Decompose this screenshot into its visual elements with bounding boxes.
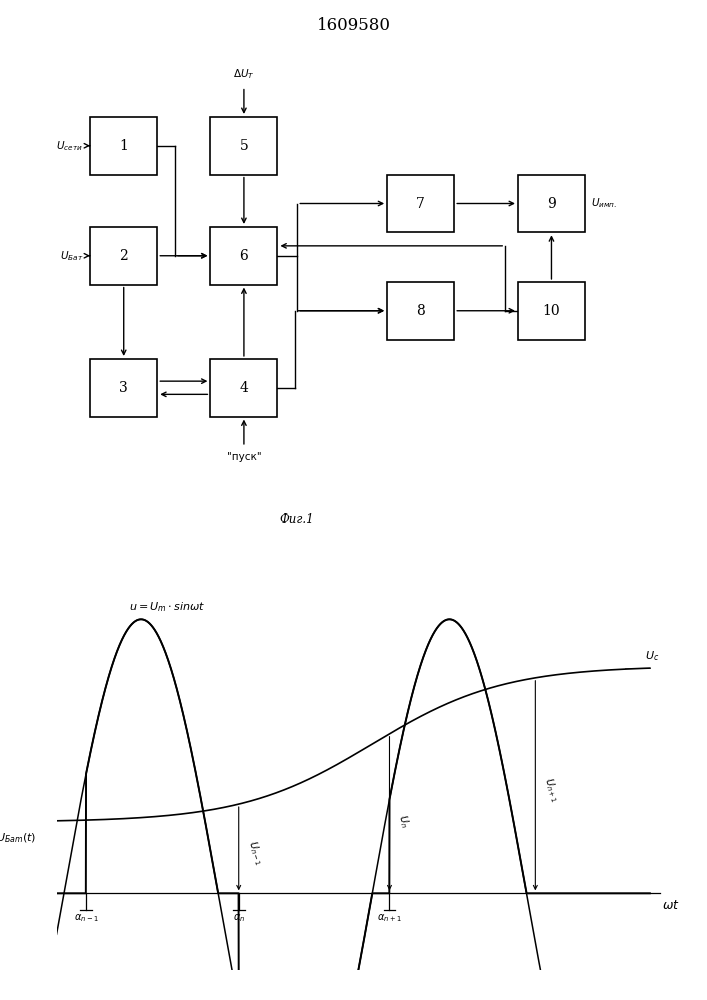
Text: 6: 6 [240, 249, 248, 263]
Text: 1609580: 1609580 [317, 16, 390, 33]
Text: 1: 1 [119, 139, 128, 153]
Text: 3: 3 [119, 381, 128, 395]
Text: $U_{n-1}$: $U_{n-1}$ [245, 839, 266, 867]
Text: $\alpha_n$: $\alpha_n$ [233, 912, 245, 924]
Bar [518, 282, 585, 340]
Text: $U_{имп.}$: $U_{имп.}$ [591, 197, 617, 210]
Text: $U_{сети}$: $U_{сети}$ [57, 139, 83, 153]
Text: "пуск": "пуск" [227, 452, 261, 462]
Bar [211, 117, 277, 175]
Text: Фиг.1: Фиг.1 [280, 513, 314, 526]
Text: $U_c$: $U_c$ [645, 649, 659, 663]
Bar [211, 359, 277, 417]
Text: $u = U_m \cdot sin\omega t$: $u = U_m \cdot sin\omega t$ [129, 600, 205, 614]
Text: 8: 8 [416, 304, 425, 318]
Text: 10: 10 [543, 304, 560, 318]
Text: 5: 5 [240, 139, 248, 153]
Text: 7: 7 [416, 196, 425, 211]
Text: $\alpha_{n-1}$: $\alpha_{n-1}$ [74, 912, 98, 924]
Text: $\omega t$: $\omega t$ [662, 899, 680, 912]
Bar [90, 117, 157, 175]
Text: $\Delta U_T$: $\Delta U_T$ [233, 67, 255, 81]
Text: 2: 2 [119, 249, 128, 263]
Text: $U_{n+1}$: $U_{n+1}$ [542, 776, 562, 804]
Text: $U_{Бaт}$: $U_{Бaт}$ [59, 249, 83, 263]
Text: 9: 9 [547, 196, 556, 211]
Bar [387, 175, 454, 232]
Text: $U_n$: $U_n$ [395, 813, 412, 830]
Bar [90, 359, 157, 417]
Text: $U_{Бam}(t)$: $U_{Бam}(t)$ [0, 831, 36, 845]
Bar [90, 227, 157, 285]
Text: $\alpha_{n+1}$: $\alpha_{n+1}$ [377, 912, 402, 924]
Text: 4: 4 [240, 381, 248, 395]
Bar [387, 282, 454, 340]
Bar [211, 227, 277, 285]
Bar [518, 175, 585, 232]
